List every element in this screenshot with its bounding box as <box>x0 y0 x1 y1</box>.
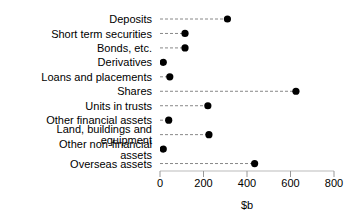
svg-text:0: 0 <box>157 177 163 189</box>
svg-text:Units in trusts: Units in trusts <box>85 100 152 112</box>
svg-text:Bonds, etc.: Bonds, etc. <box>97 42 152 54</box>
svg-text:Deposits: Deposits <box>109 13 152 25</box>
svg-text:400: 400 <box>238 177 256 189</box>
svg-text:Overseas assets: Overseas assets <box>70 158 152 170</box>
svg-text:Short term securities: Short term securities <box>51 28 152 40</box>
svg-text:800: 800 <box>325 177 343 189</box>
svg-text:Derivatives: Derivatives <box>98 56 153 68</box>
svg-text:200: 200 <box>194 177 212 189</box>
svg-text:600: 600 <box>281 177 299 189</box>
svg-text:Loans and placements: Loans and placements <box>41 71 152 83</box>
svg-text:$b: $b <box>241 199 253 211</box>
svg-text:Shares: Shares <box>117 85 152 97</box>
